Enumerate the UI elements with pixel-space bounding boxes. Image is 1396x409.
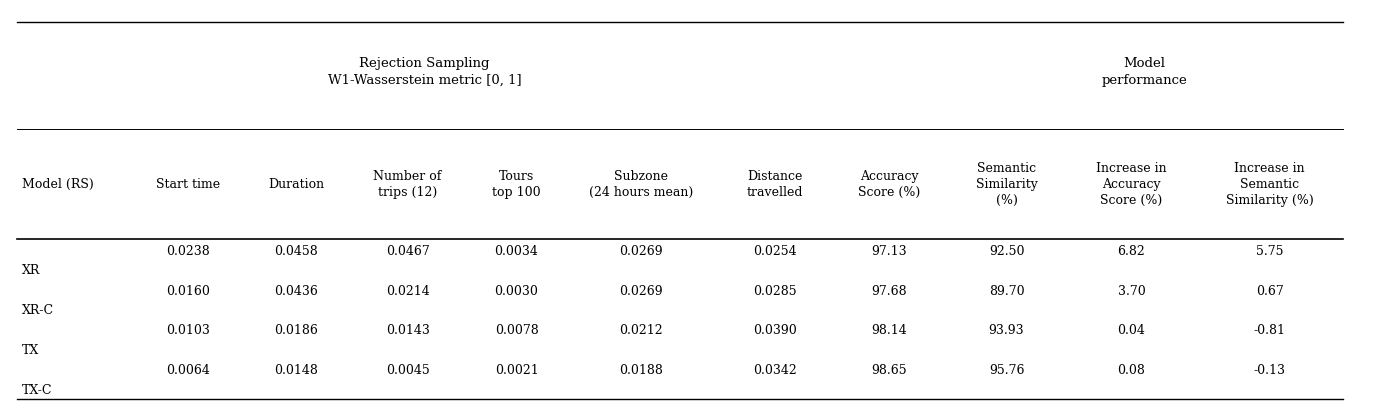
Text: 92.50: 92.50 (988, 245, 1025, 258)
Text: Model
performance: Model performance (1101, 56, 1188, 87)
Text: 97.68: 97.68 (871, 285, 907, 298)
Text: 98.65: 98.65 (871, 364, 907, 378)
Text: 0.0214: 0.0214 (385, 285, 430, 298)
Text: Number of
trips (12): Number of trips (12) (374, 170, 441, 198)
Text: 0.04: 0.04 (1118, 324, 1145, 337)
Text: 0.0103: 0.0103 (166, 324, 211, 337)
Text: 0.0269: 0.0269 (618, 245, 663, 258)
Text: 0.0021: 0.0021 (494, 364, 539, 378)
Text: 0.0238: 0.0238 (166, 245, 211, 258)
Text: 89.70: 89.70 (988, 285, 1025, 298)
Text: 0.0188: 0.0188 (618, 364, 663, 378)
Text: 0.0045: 0.0045 (385, 364, 430, 378)
Text: 0.0064: 0.0064 (166, 364, 211, 378)
Text: 0.0212: 0.0212 (618, 324, 663, 337)
Text: 0.0458: 0.0458 (274, 245, 318, 258)
Text: Increase in
Semantic
Similarity (%): Increase in Semantic Similarity (%) (1226, 162, 1314, 207)
Text: XR-C: XR-C (22, 304, 54, 317)
Text: Model (RS): Model (RS) (22, 178, 94, 191)
Text: Duration: Duration (268, 178, 324, 191)
Text: 0.0436: 0.0436 (274, 285, 318, 298)
Text: 0.0342: 0.0342 (752, 364, 797, 378)
Text: 98.14: 98.14 (871, 324, 907, 337)
Text: 0.0186: 0.0186 (274, 324, 318, 337)
Text: Semantic
Similarity
(%): Semantic Similarity (%) (976, 162, 1037, 207)
Text: 97.13: 97.13 (871, 245, 907, 258)
Text: 0.08: 0.08 (1118, 364, 1145, 378)
Text: Tours
top 100: Tours top 100 (493, 170, 540, 198)
Text: Accuracy
Score (%): Accuracy Score (%) (859, 170, 920, 198)
Text: 0.0254: 0.0254 (752, 245, 797, 258)
Text: 0.0078: 0.0078 (494, 324, 539, 337)
Text: 0.67: 0.67 (1256, 285, 1283, 298)
Text: 0.0143: 0.0143 (385, 324, 430, 337)
Text: 0.0285: 0.0285 (752, 285, 797, 298)
Text: TX-C: TX-C (22, 384, 53, 396)
Text: 0.0030: 0.0030 (494, 285, 539, 298)
Text: 93.93: 93.93 (988, 324, 1025, 337)
Text: -0.13: -0.13 (1254, 364, 1286, 378)
Text: 0.0467: 0.0467 (385, 245, 430, 258)
Text: Start time: Start time (156, 178, 221, 191)
Text: Rejection Sampling
W1-Wasserstein metric [0, 1]: Rejection Sampling W1-Wasserstein metric… (328, 56, 521, 87)
Text: 0.0269: 0.0269 (618, 285, 663, 298)
Text: 0.0034: 0.0034 (494, 245, 539, 258)
Text: XR: XR (22, 264, 40, 277)
Text: 0.0148: 0.0148 (274, 364, 318, 378)
Text: -0.81: -0.81 (1254, 324, 1286, 337)
Text: 5.75: 5.75 (1256, 245, 1283, 258)
Text: Subzone
(24 hours mean): Subzone (24 hours mean) (589, 170, 692, 198)
Text: 0.0160: 0.0160 (166, 285, 211, 298)
Text: TX: TX (22, 344, 39, 357)
Text: Increase in
Accuracy
Score (%): Increase in Accuracy Score (%) (1096, 162, 1167, 207)
Text: Distance
travelled: Distance travelled (747, 170, 803, 198)
Text: 3.70: 3.70 (1118, 285, 1145, 298)
Text: 6.82: 6.82 (1118, 245, 1145, 258)
Text: 0.0390: 0.0390 (752, 324, 797, 337)
Text: 95.76: 95.76 (988, 364, 1025, 378)
